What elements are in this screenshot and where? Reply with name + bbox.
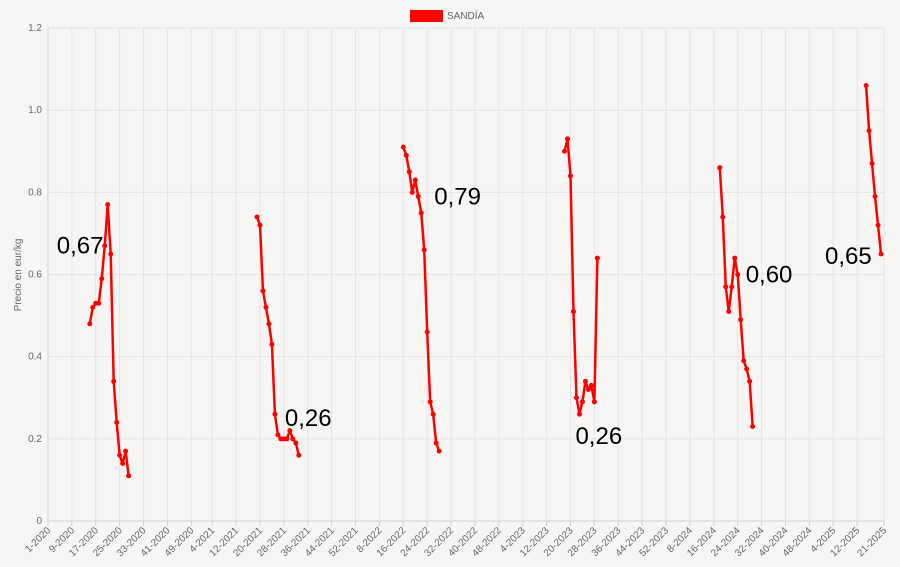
data-point[interactable]: [409, 189, 415, 195]
data-point[interactable]: [744, 366, 750, 372]
data-point[interactable]: [406, 169, 412, 175]
data-point[interactable]: [717, 165, 723, 171]
data-point[interactable]: [585, 387, 591, 393]
data-point[interactable]: [427, 399, 433, 405]
data-point[interactable]: [562, 148, 568, 154]
data-point[interactable]: [433, 440, 439, 446]
data-point[interactable]: [878, 251, 884, 257]
data-point[interactable]: [738, 317, 744, 323]
data-point[interactable]: [729, 284, 735, 290]
x-axis: 1-20209-202017-202025-202033-202041-2020…: [23, 520, 889, 559]
data-point[interactable]: [747, 378, 753, 384]
data-point[interactable]: [568, 173, 573, 179]
data-point[interactable]: [723, 284, 729, 290]
data-point[interactable]: [275, 432, 281, 438]
data-point[interactable]: [412, 177, 418, 183]
data-point[interactable]: [293, 440, 299, 446]
data-point[interactable]: [732, 255, 738, 261]
value-annotation: 0,65: [825, 243, 872, 270]
data-point[interactable]: [287, 428, 293, 434]
data-point[interactable]: [735, 272, 741, 277]
data-point[interactable]: [257, 222, 263, 228]
y-tick-label: 1.2: [28, 23, 42, 34]
annotations: 0,67 0,26 0,79 0,26 0,60 0,65: [57, 183, 872, 450]
data-point[interactable]: [99, 276, 105, 282]
data-point[interactable]: [750, 424, 756, 430]
data-point[interactable]: [114, 419, 120, 425]
y-axis: 0 0.2 0.4 0.6 0.8 1.0 1.2: [28, 23, 49, 527]
data-point[interactable]: [403, 152, 409, 158]
data-point[interactable]: [430, 411, 436, 417]
series-points: [87, 83, 884, 479]
data-point[interactable]: [582, 378, 588, 384]
data-point[interactable]: [418, 210, 424, 216]
value-annotation: 0,79: [434, 183, 481, 210]
legend-label: SANDÍA: [447, 9, 485, 22]
data-point[interactable]: [573, 395, 579, 401]
value-annotation: 0,67: [57, 233, 104, 260]
data-point[interactable]: [90, 304, 96, 310]
data-point[interactable]: [296, 452, 302, 458]
y-tick-label: 0.2: [28, 434, 42, 445]
data-point[interactable]: [120, 460, 126, 466]
data-point[interactable]: [869, 161, 875, 167]
data-point[interactable]: [400, 144, 406, 150]
data-point[interactable]: [102, 243, 108, 249]
data-point[interactable]: [269, 341, 275, 347]
data-point[interactable]: [260, 288, 266, 294]
data-point[interactable]: [866, 128, 872, 134]
data-point[interactable]: [726, 308, 732, 314]
y-tick-label: 0.8: [28, 187, 42, 198]
data-point[interactable]: [266, 321, 272, 327]
data-point[interactable]: [96, 300, 102, 306]
data-point[interactable]: [436, 448, 442, 454]
data-point[interactable]: [272, 411, 278, 417]
data-point[interactable]: [415, 193, 421, 199]
data-point[interactable]: [570, 308, 576, 314]
y-tick-label: 0.4: [28, 352, 42, 363]
data-point[interactable]: [117, 452, 123, 458]
series-line-segment: [563, 137, 599, 416]
value-annotation: 0,60: [746, 262, 793, 289]
data-point[interactable]: [565, 136, 571, 142]
data-point[interactable]: [588, 382, 594, 388]
data-point[interactable]: [284, 436, 290, 442]
data-point[interactable]: [591, 399, 597, 405]
data-point[interactable]: [576, 411, 582, 417]
value-annotation: 0,26: [285, 405, 332, 432]
x-tick-label: 21-2025: [855, 525, 889, 559]
data-point[interactable]: [579, 399, 585, 405]
data-point[interactable]: [111, 378, 117, 384]
data-point[interactable]: [875, 222, 881, 228]
data-point[interactable]: [108, 251, 114, 257]
series-line-segment: [718, 167, 754, 427]
data-point[interactable]: [720, 214, 726, 220]
legend[interactable]: SANDÍA: [410, 9, 485, 22]
data-point[interactable]: [254, 214, 260, 220]
x-tick-label: 1-2020: [23, 525, 53, 555]
value-annotation: 0,26: [575, 423, 622, 450]
data-point[interactable]: [424, 329, 430, 335]
legend-swatch: [410, 10, 443, 22]
y-tick-label: 0.6: [28, 270, 42, 281]
y-tick-label: 0: [36, 516, 42, 527]
data-point[interactable]: [263, 304, 269, 310]
data-point[interactable]: [123, 448, 129, 454]
y-tick-label: 1.0: [28, 105, 42, 116]
data-point[interactable]: [126, 473, 132, 479]
data-point[interactable]: [105, 202, 111, 208]
series-line-segment: [864, 85, 883, 255]
data-point[interactable]: [872, 193, 878, 199]
data-point[interactable]: [421, 247, 427, 253]
grid: [47, 27, 885, 522]
data-point[interactable]: [87, 321, 93, 327]
y-axis-title: Precio en eur/kg: [13, 239, 24, 312]
data-point[interactable]: [863, 83, 869, 89]
data-point[interactable]: [290, 436, 296, 442]
data-point[interactable]: [594, 255, 600, 261]
data-point[interactable]: [741, 358, 747, 364]
